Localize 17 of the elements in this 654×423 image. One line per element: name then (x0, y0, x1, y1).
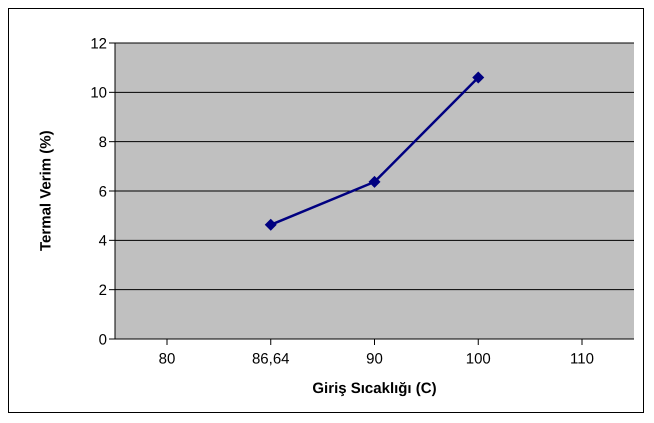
x-tick-label: 80 (158, 350, 176, 368)
y-tick-label: 0 (98, 331, 107, 348)
x-axis-title: Giriş Sıcaklığı (C) (312, 380, 437, 397)
y-tick-label: 8 (98, 134, 107, 151)
x-tick-label: 90 (366, 350, 383, 368)
y-tick-label: 10 (90, 84, 107, 102)
point (368, 176, 380, 188)
x-tick-label: 110 (570, 350, 594, 368)
x-tick-label: 86,64 (252, 350, 290, 368)
point (472, 72, 484, 84)
y-tick-label: 6 (98, 183, 107, 200)
y-tick-label: 4 (98, 232, 107, 250)
y-tick-label: 12 (90, 35, 107, 52)
point (264, 218, 277, 231)
y-axis-title: Termal Verim (%) (37, 130, 54, 251)
x-tick-label: 100 (466, 350, 491, 368)
y-tick-label: 2 (98, 282, 107, 299)
